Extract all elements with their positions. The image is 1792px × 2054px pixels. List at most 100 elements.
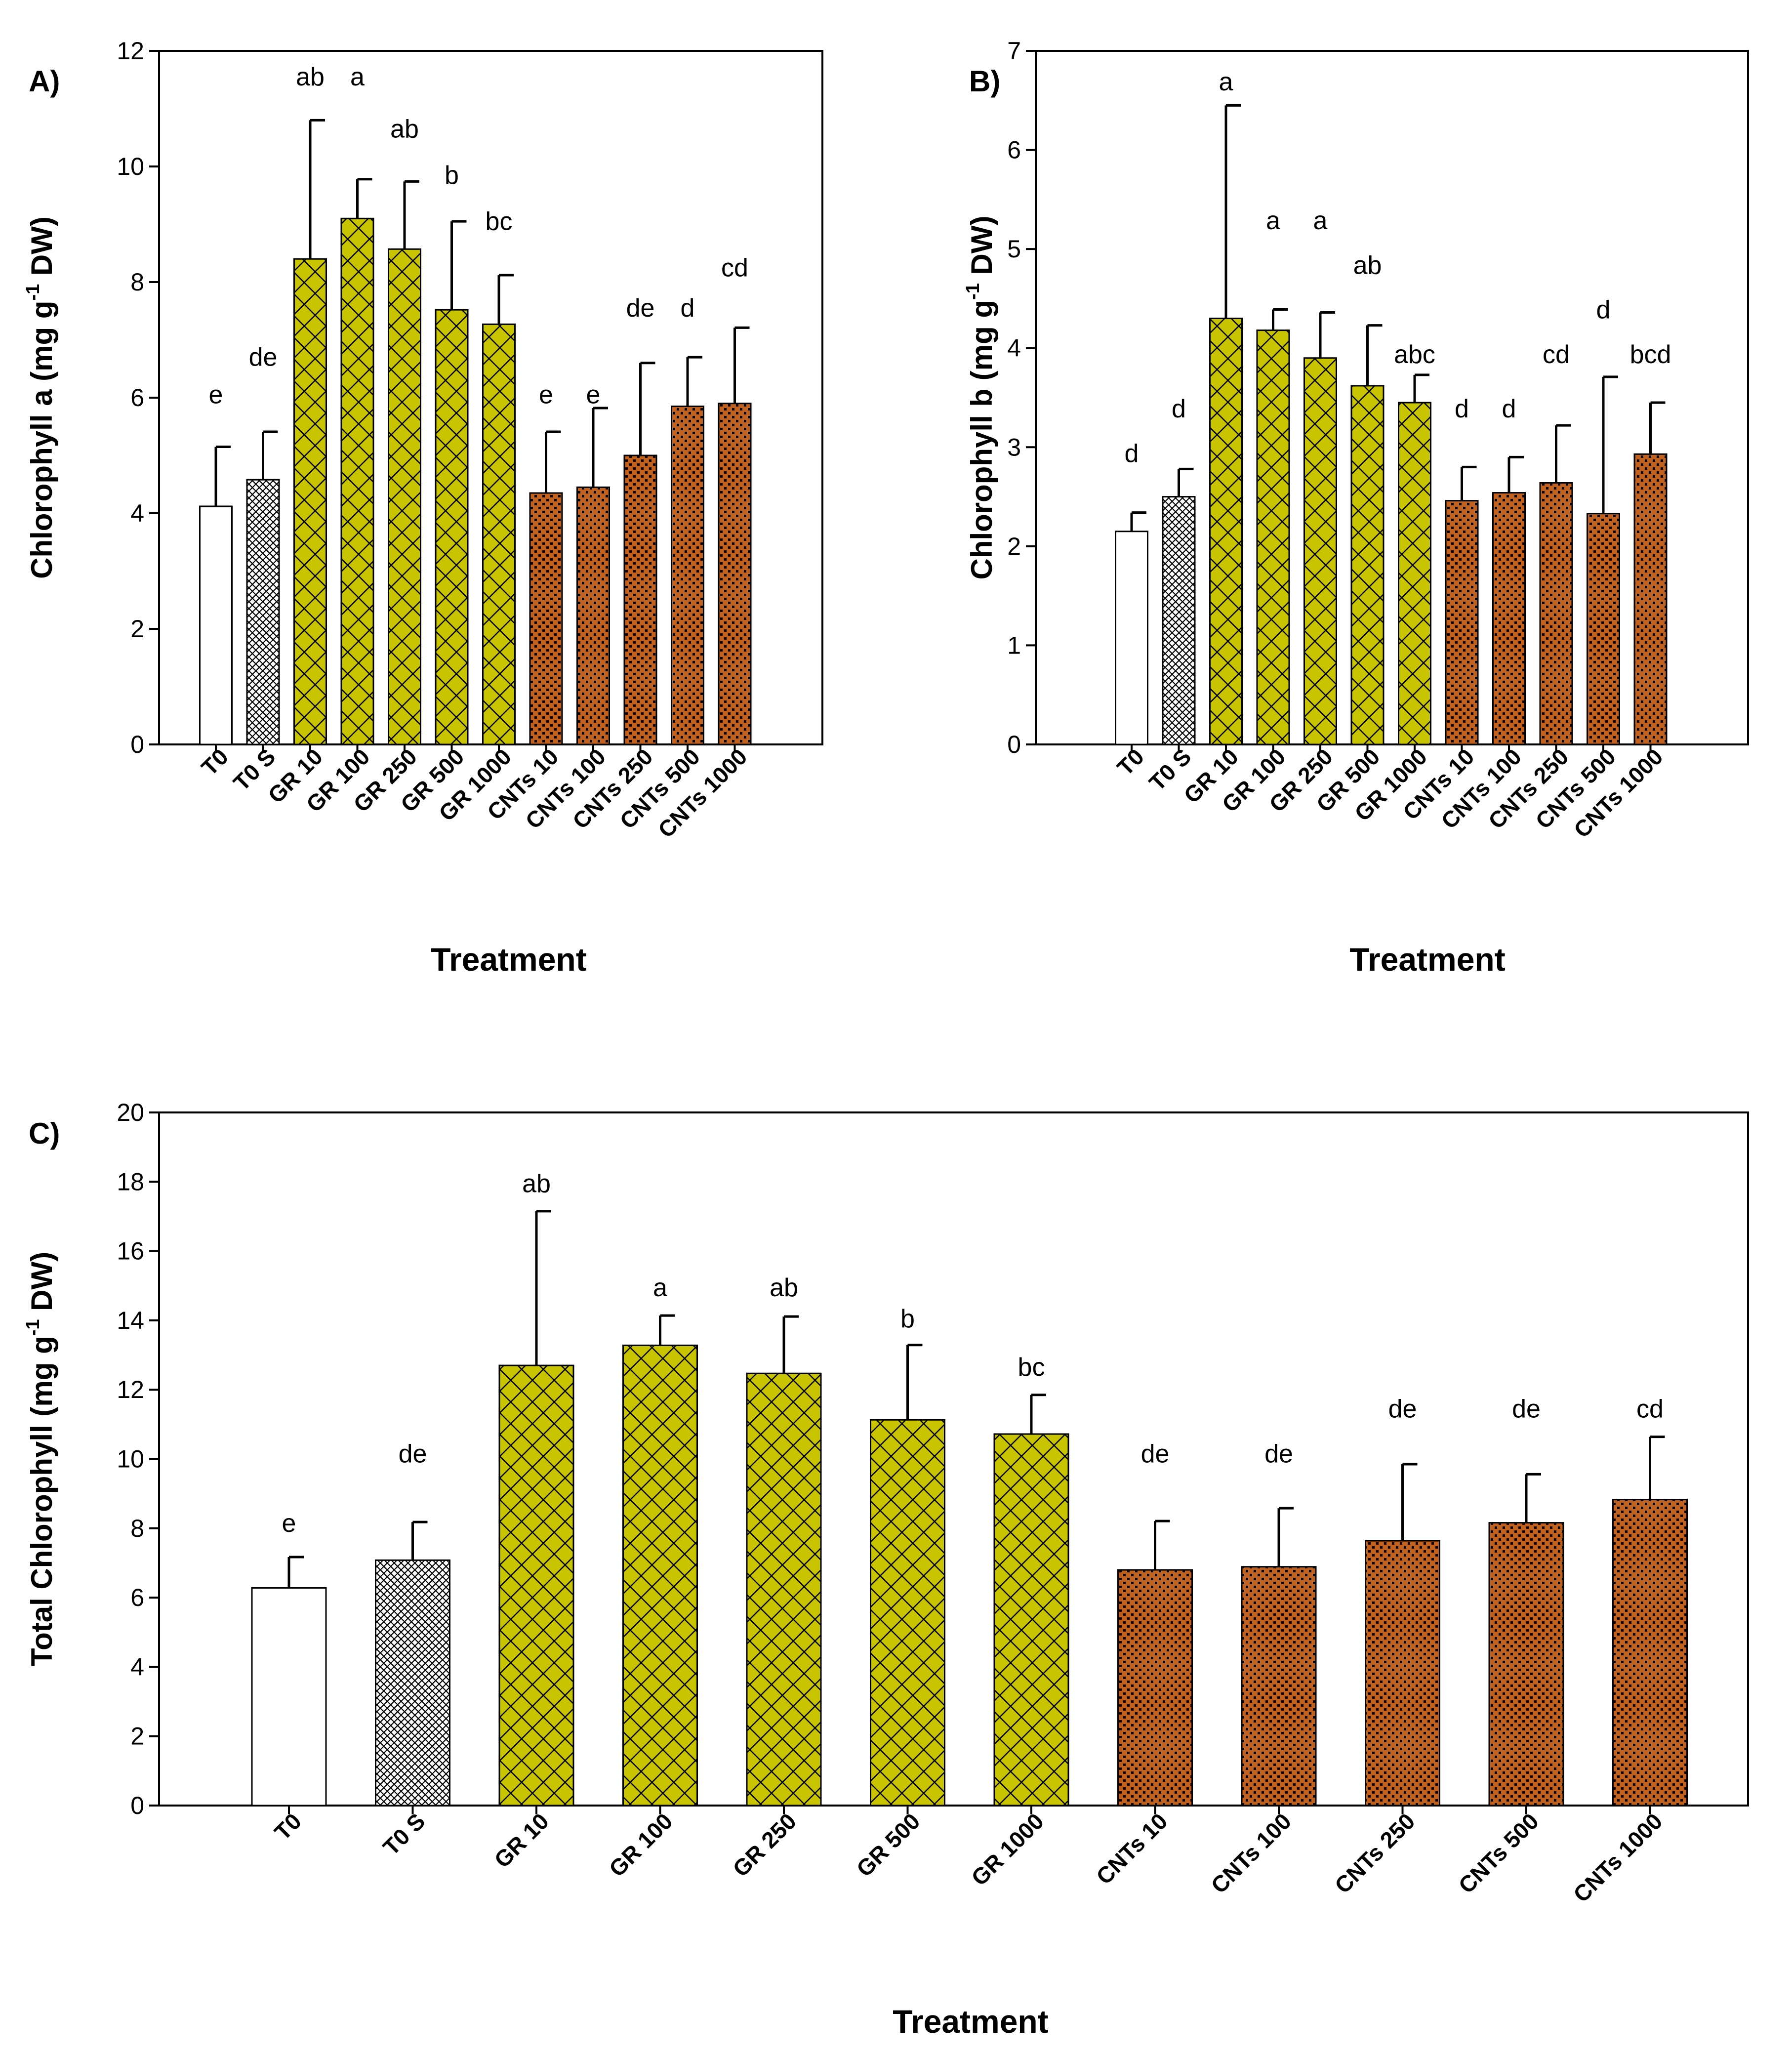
- y-tick-label: 12: [117, 37, 144, 65]
- y-tick-label: 6: [130, 1584, 144, 1611]
- category-label: GR 10: [489, 1808, 554, 1873]
- significance-letter: de: [399, 1440, 427, 1469]
- category-label: T0: [269, 1808, 306, 1845]
- y-tick-label: 2: [130, 615, 144, 643]
- y-tick-label: 4: [1007, 334, 1021, 362]
- significance-letter: e: [209, 381, 223, 410]
- significance-letter: a: [350, 63, 365, 91]
- significance-letter: abc: [1394, 340, 1435, 369]
- bar: [1209, 318, 1243, 745]
- category-label: GR 250: [728, 1808, 801, 1882]
- category-label: T0: [196, 743, 233, 781]
- significance-letter: bc: [1018, 1353, 1045, 1382]
- significance-letter: de: [1512, 1395, 1541, 1423]
- significance-letter: ab: [296, 63, 325, 91]
- category-label: CNTs 250: [1330, 1808, 1420, 1898]
- bar: [293, 258, 327, 745]
- y-tick-label: 0: [1007, 731, 1021, 758]
- bar: [246, 479, 280, 745]
- y-tick-label: 12: [117, 1376, 144, 1403]
- significance-letter: de: [249, 343, 278, 372]
- bar: [1492, 492, 1526, 745]
- category-label: GR 100: [604, 1808, 678, 1882]
- significance-letter: b: [445, 161, 459, 190]
- bar: [1350, 385, 1385, 745]
- chart-panel-c: 0 2 4 6 8 10 12 14 16 18 20 e T0 de T0 S ab GR 10 a GR 100…: [23, 1099, 1749, 2040]
- y-tick-label: 10: [117, 153, 144, 180]
- y-tick-label: 20: [117, 1099, 144, 1126]
- significance-letter: b: [900, 1305, 915, 1333]
- significance-letter: ab: [1353, 251, 1382, 280]
- x-axis-label: Treatment: [893, 2003, 1048, 2040]
- y-tick-label: 8: [130, 1515, 144, 1542]
- y-axis-label: Chlorophyll b (mg g-1 DW): [963, 215, 998, 579]
- y-tick-label: 6: [130, 384, 144, 411]
- category-label: GR 1000: [966, 1808, 1049, 1890]
- significance-letter: d: [1596, 296, 1611, 325]
- significance-letter: de: [626, 294, 655, 323]
- significance-letter: de: [1141, 1440, 1170, 1469]
- y-tick-label: 4: [130, 499, 144, 527]
- category-label: CNTs 1000: [1568, 1808, 1668, 1907]
- bar: [1241, 1566, 1317, 1807]
- y-tick-label: 4: [130, 1653, 144, 1681]
- bar: [1633, 453, 1668, 745]
- y-tick-label: 3: [1007, 433, 1021, 461]
- bar: [1539, 482, 1573, 745]
- significance-letter: d: [1172, 395, 1186, 423]
- y-tick-label: 18: [117, 1168, 144, 1195]
- significance-letter: cd: [1636, 1395, 1664, 1423]
- bar: [622, 1344, 698, 1807]
- x-axis-label: Treatment: [431, 941, 586, 978]
- y-axis-label: Chlorophyll a (mg g-1 DW): [23, 216, 58, 579]
- y-tick-label: 5: [1007, 235, 1021, 263]
- bar: [529, 492, 563, 745]
- significance-letter: cd: [1543, 340, 1570, 369]
- significance-letter: a: [1219, 68, 1233, 96]
- bar: [1115, 531, 1148, 745]
- bar: [993, 1433, 1069, 1807]
- significance-letter: ab: [522, 1169, 551, 1198]
- significance-letter: d: [1502, 395, 1516, 423]
- bar: [388, 248, 421, 745]
- significance-letter: a: [1266, 206, 1280, 235]
- bar: [1256, 329, 1290, 745]
- significance-letter: e: [586, 381, 601, 410]
- bar: [199, 505, 233, 745]
- bar: [1445, 500, 1479, 745]
- significance-letter: de: [1388, 1395, 1417, 1423]
- y-tick-label: 0: [130, 1792, 144, 1819]
- significance-letter: e: [282, 1509, 296, 1538]
- significance-letter: a: [1313, 206, 1328, 235]
- category-label: T0: [1112, 743, 1149, 781]
- y-tick-label: 2: [130, 1723, 144, 1750]
- category-label: GR 500: [852, 1808, 925, 1882]
- bar: [1612, 1499, 1688, 1807]
- y-tick-label: 6: [1007, 136, 1021, 164]
- significance-letter: ab: [390, 115, 419, 144]
- significance-letter: ab: [770, 1273, 798, 1302]
- bar: [746, 1372, 822, 1807]
- category-label: CNTs 10: [1091, 1808, 1173, 1890]
- y-tick-label: 0: [130, 731, 144, 758]
- bar: [435, 309, 469, 745]
- significance-letter: d: [681, 294, 695, 323]
- significance-letter: d: [1125, 439, 1139, 468]
- bar: [498, 1364, 574, 1807]
- bar: [576, 486, 610, 745]
- significance-letter: cd: [721, 253, 748, 282]
- bar: [375, 1559, 450, 1807]
- panel-label: A): [29, 65, 60, 98]
- significance-letter: a: [653, 1273, 667, 1302]
- significance-letter: bcd: [1630, 340, 1671, 369]
- significance-letter: e: [539, 381, 553, 410]
- x-axis-label: Treatment: [1349, 941, 1505, 978]
- bar: [340, 217, 374, 745]
- significance-letter: de: [1264, 1440, 1293, 1469]
- bar: [1587, 513, 1620, 745]
- bar: [1117, 1569, 1193, 1807]
- bar: [1303, 357, 1337, 745]
- bar: [251, 1587, 327, 1807]
